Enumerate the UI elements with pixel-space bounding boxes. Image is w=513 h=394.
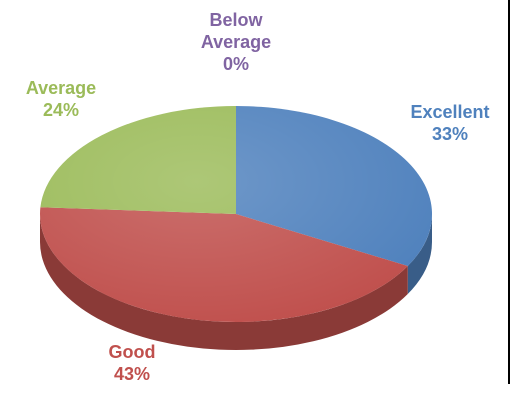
pie-side-walls bbox=[40, 214, 432, 350]
pie-label-line: 0% bbox=[223, 54, 249, 74]
pie-label-line: Below bbox=[209, 10, 263, 30]
pie-slice-side bbox=[40, 214, 408, 350]
pie-label-line: Average bbox=[201, 32, 271, 52]
pie-label-line: Good bbox=[109, 342, 156, 362]
pie-label-line: 24% bbox=[43, 100, 79, 120]
pie-slice-side bbox=[407, 214, 432, 295]
pie-label-line: Average bbox=[26, 78, 96, 98]
pie-label-line: Excellent bbox=[410, 102, 489, 122]
pie-label-line: 43% bbox=[114, 364, 150, 384]
pie-highlight bbox=[40, 106, 432, 322]
pie-labels: Excellent33%Good43%Average24%BelowAverag… bbox=[26, 10, 490, 384]
right-border-rule bbox=[508, 0, 510, 384]
pie-top-surface bbox=[40, 106, 432, 322]
pie-label-line: 33% bbox=[432, 124, 468, 144]
